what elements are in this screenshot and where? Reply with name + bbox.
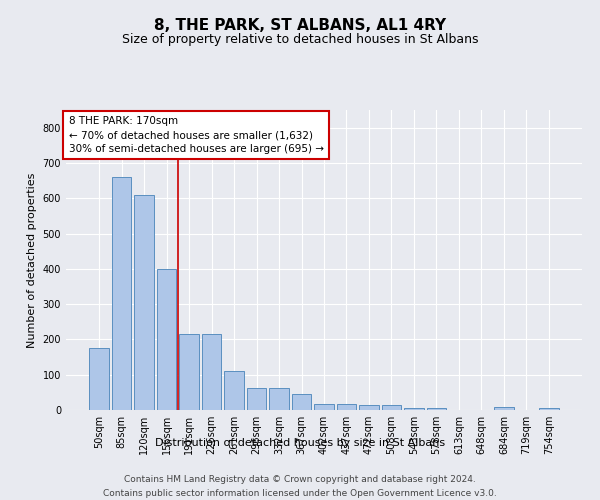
Text: 8, THE PARK, ST ALBANS, AL1 4RY: 8, THE PARK, ST ALBANS, AL1 4RY — [154, 18, 446, 32]
Text: Contains HM Land Registry data © Crown copyright and database right 2024.
Contai: Contains HM Land Registry data © Crown c… — [103, 476, 497, 498]
Bar — [179, 334, 199, 410]
Bar — [494, 407, 514, 410]
Bar — [382, 405, 401, 410]
Bar — [247, 388, 266, 410]
Bar — [427, 408, 446, 410]
Bar — [89, 348, 109, 410]
Text: Distribution of detached houses by size in St Albans: Distribution of detached houses by size … — [155, 438, 445, 448]
Bar — [314, 404, 334, 410]
Bar — [337, 404, 356, 410]
Bar — [539, 408, 559, 410]
Bar — [202, 334, 221, 410]
Bar — [112, 177, 131, 410]
Bar — [157, 269, 176, 410]
Bar — [269, 388, 289, 410]
Bar — [224, 371, 244, 410]
Text: Size of property relative to detached houses in St Albans: Size of property relative to detached ho… — [122, 32, 478, 46]
Y-axis label: Number of detached properties: Number of detached properties — [27, 172, 37, 348]
Bar — [134, 194, 154, 410]
Text: 8 THE PARK: 170sqm
← 70% of detached houses are smaller (1,632)
30% of semi-deta: 8 THE PARK: 170sqm ← 70% of detached hou… — [68, 116, 323, 154]
Bar — [292, 394, 311, 410]
Bar — [359, 405, 379, 410]
Bar — [404, 408, 424, 410]
